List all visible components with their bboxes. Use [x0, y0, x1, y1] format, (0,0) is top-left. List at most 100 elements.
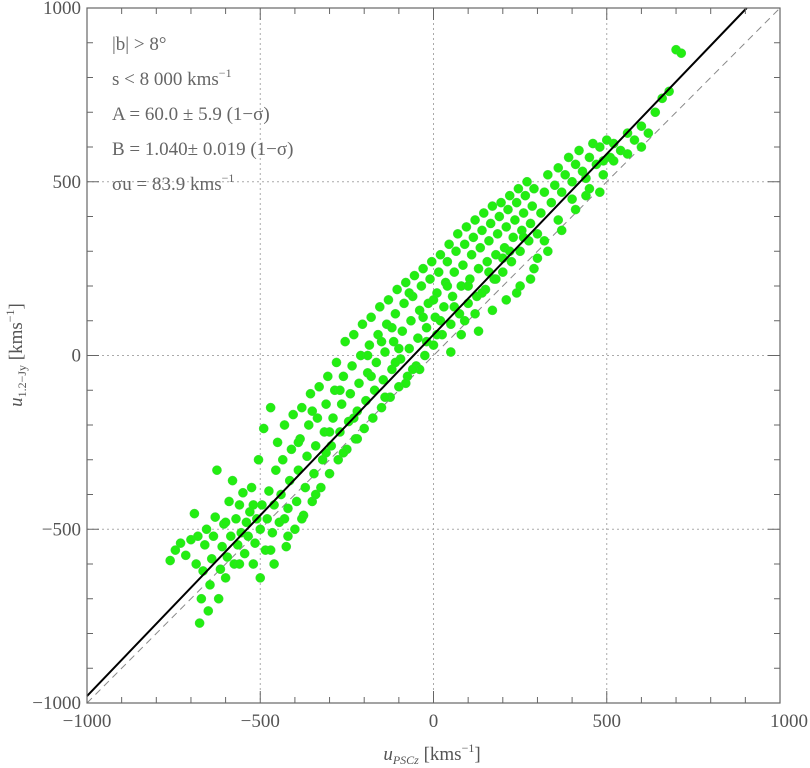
data-point: [511, 288, 522, 298]
data-point: [584, 152, 595, 163]
data-point: [243, 531, 253, 542]
data-point: [560, 169, 570, 180]
data-point: [409, 270, 420, 281]
data-point: [539, 236, 550, 246]
data-point: [238, 487, 248, 498]
data-point: [371, 357, 382, 368]
data-point: [300, 482, 311, 493]
data-point: [345, 388, 356, 399]
data-point: [400, 378, 411, 389]
data-point: [622, 149, 633, 159]
data-point: [470, 308, 480, 319]
y-axis-label: u1.2−Jy [kms−1]: [3, 303, 29, 407]
data-point: [366, 371, 376, 382]
data-point: [567, 194, 577, 204]
data-point: [525, 218, 536, 229]
data-point: [383, 295, 394, 305]
data-point: [501, 222, 512, 232]
data-point: [556, 187, 567, 197]
data-point: [418, 312, 428, 323]
y-tick-label: −1000: [32, 693, 81, 714]
data-point: [234, 559, 245, 569]
data-point: [258, 423, 269, 434]
data-point: [458, 260, 468, 270]
data-point: [297, 514, 307, 524]
data-point: [581, 173, 591, 184]
data-point: [487, 201, 498, 211]
y-axis-label-var: u: [6, 397, 27, 407]
data-point: [595, 142, 605, 152]
data-point: [650, 107, 661, 118]
data-point: [598, 169, 609, 180]
data-point: [374, 302, 385, 312]
data-point: [338, 371, 349, 382]
data-point: [518, 208, 529, 218]
data-point: [435, 249, 446, 260]
data-point: [352, 434, 363, 444]
data-point: [477, 225, 487, 236]
data-point: [347, 361, 357, 371]
data-point: [206, 553, 217, 564]
data-point: [314, 381, 324, 392]
data-point: [556, 225, 567, 236]
data-point: [444, 239, 454, 250]
data-point: [170, 545, 181, 555]
data-point: [418, 263, 428, 274]
data-point: [241, 517, 252, 528]
data-point: [513, 183, 524, 194]
data-point: [496, 197, 506, 208]
data-point: [262, 514, 272, 524]
fit-line: [86, 7, 748, 697]
data-point: [271, 465, 281, 475]
data-point: [394, 343, 404, 354]
data-point: [400, 277, 411, 288]
data-point: [451, 246, 461, 257]
data-point: [425, 274, 435, 284]
data-point: [349, 329, 359, 340]
x-axis-label-sup: −1: [462, 741, 475, 755]
data-point: [208, 531, 219, 542]
data-point: [543, 246, 553, 257]
y-axis-label-close: ]: [6, 303, 27, 309]
annotation-1: |b| > 8°: [112, 34, 166, 55]
data-point: [511, 197, 522, 208]
data-point: [536, 208, 546, 218]
data-point: [380, 347, 390, 357]
data-point: [212, 465, 222, 475]
y-tick-label: −500: [42, 519, 81, 540]
data-point: [310, 441, 321, 451]
data-point: [643, 128, 654, 138]
data-point: [324, 427, 335, 437]
data-point: [459, 315, 470, 326]
identity-line: [86, 7, 781, 704]
y-axis-label-unit: [kms: [6, 322, 27, 365]
data-point: [215, 564, 226, 575]
data-point: [413, 333, 423, 343]
data-point: [387, 322, 397, 333]
data-point: [567, 176, 577, 187]
y-tick-labels: −1000 −500 0 500 1000: [32, 0, 81, 714]
data-point: [433, 267, 444, 277]
data-point: [529, 263, 539, 274]
data-point: [357, 319, 368, 330]
data-point: [595, 187, 605, 197]
data-point: [340, 336, 350, 347]
x-axis-label-unit: [kms: [419, 744, 462, 765]
data-point: [501, 295, 512, 305]
data-point: [310, 489, 321, 500]
data-point: [283, 531, 293, 542]
data-point: [248, 559, 259, 569]
data-point: [264, 486, 274, 496]
data-point: [193, 531, 203, 542]
data-point: [491, 274, 501, 284]
data-point: [255, 573, 266, 583]
data-point: [461, 222, 472, 232]
data-point: [291, 496, 302, 507]
data-point: [364, 340, 375, 350]
data-point: [205, 580, 215, 590]
data-point: [175, 538, 186, 548]
x-tick-label: 500: [593, 711, 622, 732]
data-point: [468, 232, 479, 243]
data-point: [305, 388, 316, 399]
data-point: [629, 135, 640, 145]
